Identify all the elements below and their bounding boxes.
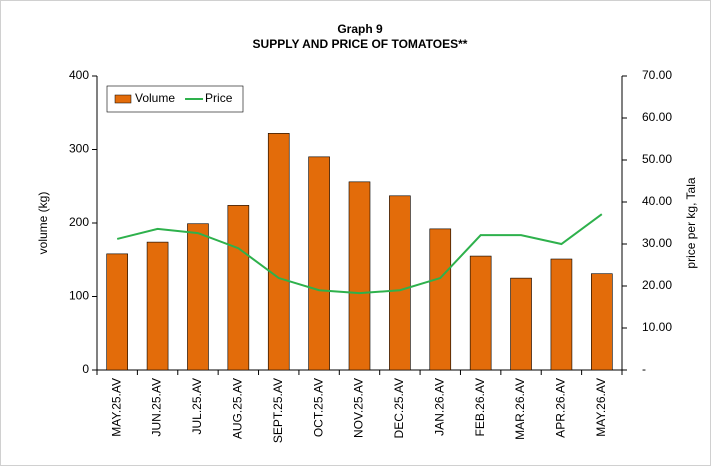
- chart-subtitle: SUPPLY AND PRICE OF TOMATOES**: [253, 37, 468, 51]
- bar: [227, 205, 250, 371]
- y2-tick-label: 60.00: [642, 110, 672, 124]
- x-tick-label: JUN.25.AV: [150, 378, 164, 436]
- y-tick-label: 0: [82, 362, 89, 376]
- bar: [469, 255, 492, 371]
- y2-tick-label: 10.00: [642, 320, 672, 334]
- price-line: [116, 213, 603, 295]
- legend-label: Price: [205, 91, 233, 105]
- x-tick-label: SEPT.25.AV: [271, 378, 285, 443]
- bar: [348, 181, 371, 371]
- legend-box: [106, 85, 244, 113]
- y2-tick-label: -: [642, 362, 646, 376]
- bar: [187, 223, 209, 371]
- x-tick-label: NOV.25.AV: [352, 378, 366, 438]
- x-tick-label: JUL.25.AV: [190, 378, 204, 434]
- bar: [267, 133, 290, 371]
- bar: [510, 277, 532, 371]
- legend-label: Volume: [135, 91, 175, 105]
- bar: [591, 273, 613, 371]
- bar: [550, 258, 573, 371]
- x-tick-label: MAY.26.AV: [594, 378, 608, 437]
- x-tick-label: AUG.25.AV: [231, 378, 245, 439]
- y-tick-label: 100: [69, 289, 89, 303]
- y2-tick-label: 40.00: [642, 194, 672, 208]
- y2-tick-label: 30.00: [642, 236, 672, 250]
- x-tick-label: MAY.25.AV: [109, 378, 123, 437]
- y2-tick-label: 50.00: [642, 152, 672, 166]
- x-tick-label: FEB.26.AV: [473, 378, 487, 436]
- x-tick-label: DEC.25.AV: [392, 378, 406, 438]
- x-tick-label: JAN.26.AV: [432, 378, 446, 436]
- bar: [429, 228, 452, 371]
- bar: [146, 241, 169, 371]
- legend-swatch: [114, 94, 132, 104]
- y-tick-label: 300: [69, 142, 89, 156]
- y-tick-label: 200: [69, 215, 89, 229]
- x-tick-label: MAR.26.AV: [513, 378, 527, 440]
- y2-axis-label: price per kg, Tala: [684, 177, 698, 268]
- bar: [106, 253, 128, 371]
- y-tick-label: 400: [69, 68, 89, 82]
- y-axis-label: volume (kg): [36, 192, 50, 255]
- y2-tick-label: 20.00: [642, 278, 672, 292]
- chart-title: Graph 9: [337, 22, 383, 36]
- bar: [389, 195, 411, 371]
- x-tick-label: OCT.25.AV: [311, 378, 325, 437]
- x-tick-label: APR.26.AV: [554, 378, 568, 438]
- bar: [308, 156, 330, 371]
- y2-tick-label: 70.00: [642, 68, 672, 82]
